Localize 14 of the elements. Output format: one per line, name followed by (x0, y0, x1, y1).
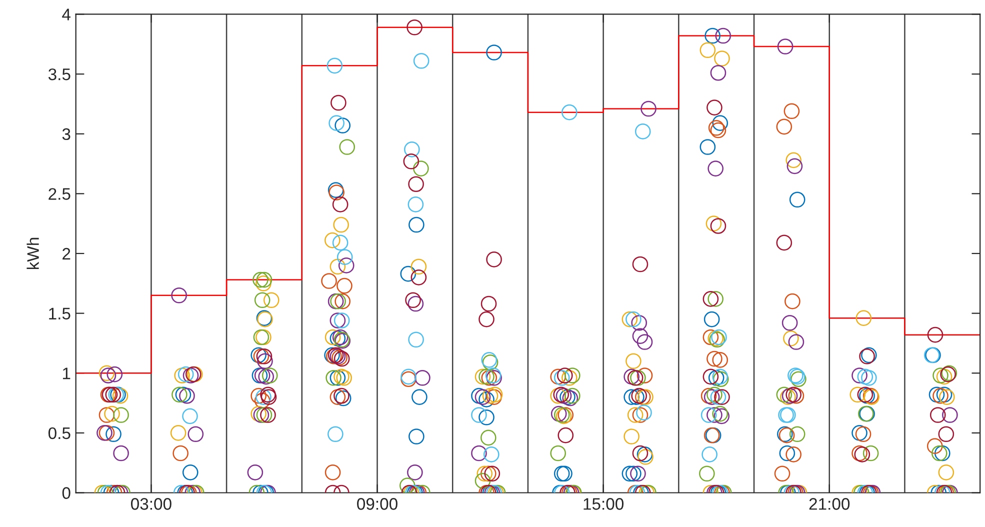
y-axis-title: kWh (26, 238, 39, 270)
y-tick-label: 2.5 (48, 188, 70, 200)
y-tick-label: 1.5 (49, 308, 70, 320)
y-tick-label: 0 (62, 487, 70, 499)
x-tick-label: 21:00 (809, 498, 850, 510)
y-tick-label: 4 (62, 8, 70, 20)
y-tick-label: 1 (62, 368, 70, 380)
y-tick-label: 2 (62, 248, 70, 260)
y-tick-label: 3.5 (48, 68, 70, 80)
x-tick-label: 03:00 (130, 498, 172, 510)
x-tick-label: 09:00 (357, 498, 398, 510)
y-tick-label: 3 (62, 128, 70, 140)
x-tick-label: 15:00 (584, 498, 624, 510)
y-tick-label: 0.5 (48, 427, 70, 440)
